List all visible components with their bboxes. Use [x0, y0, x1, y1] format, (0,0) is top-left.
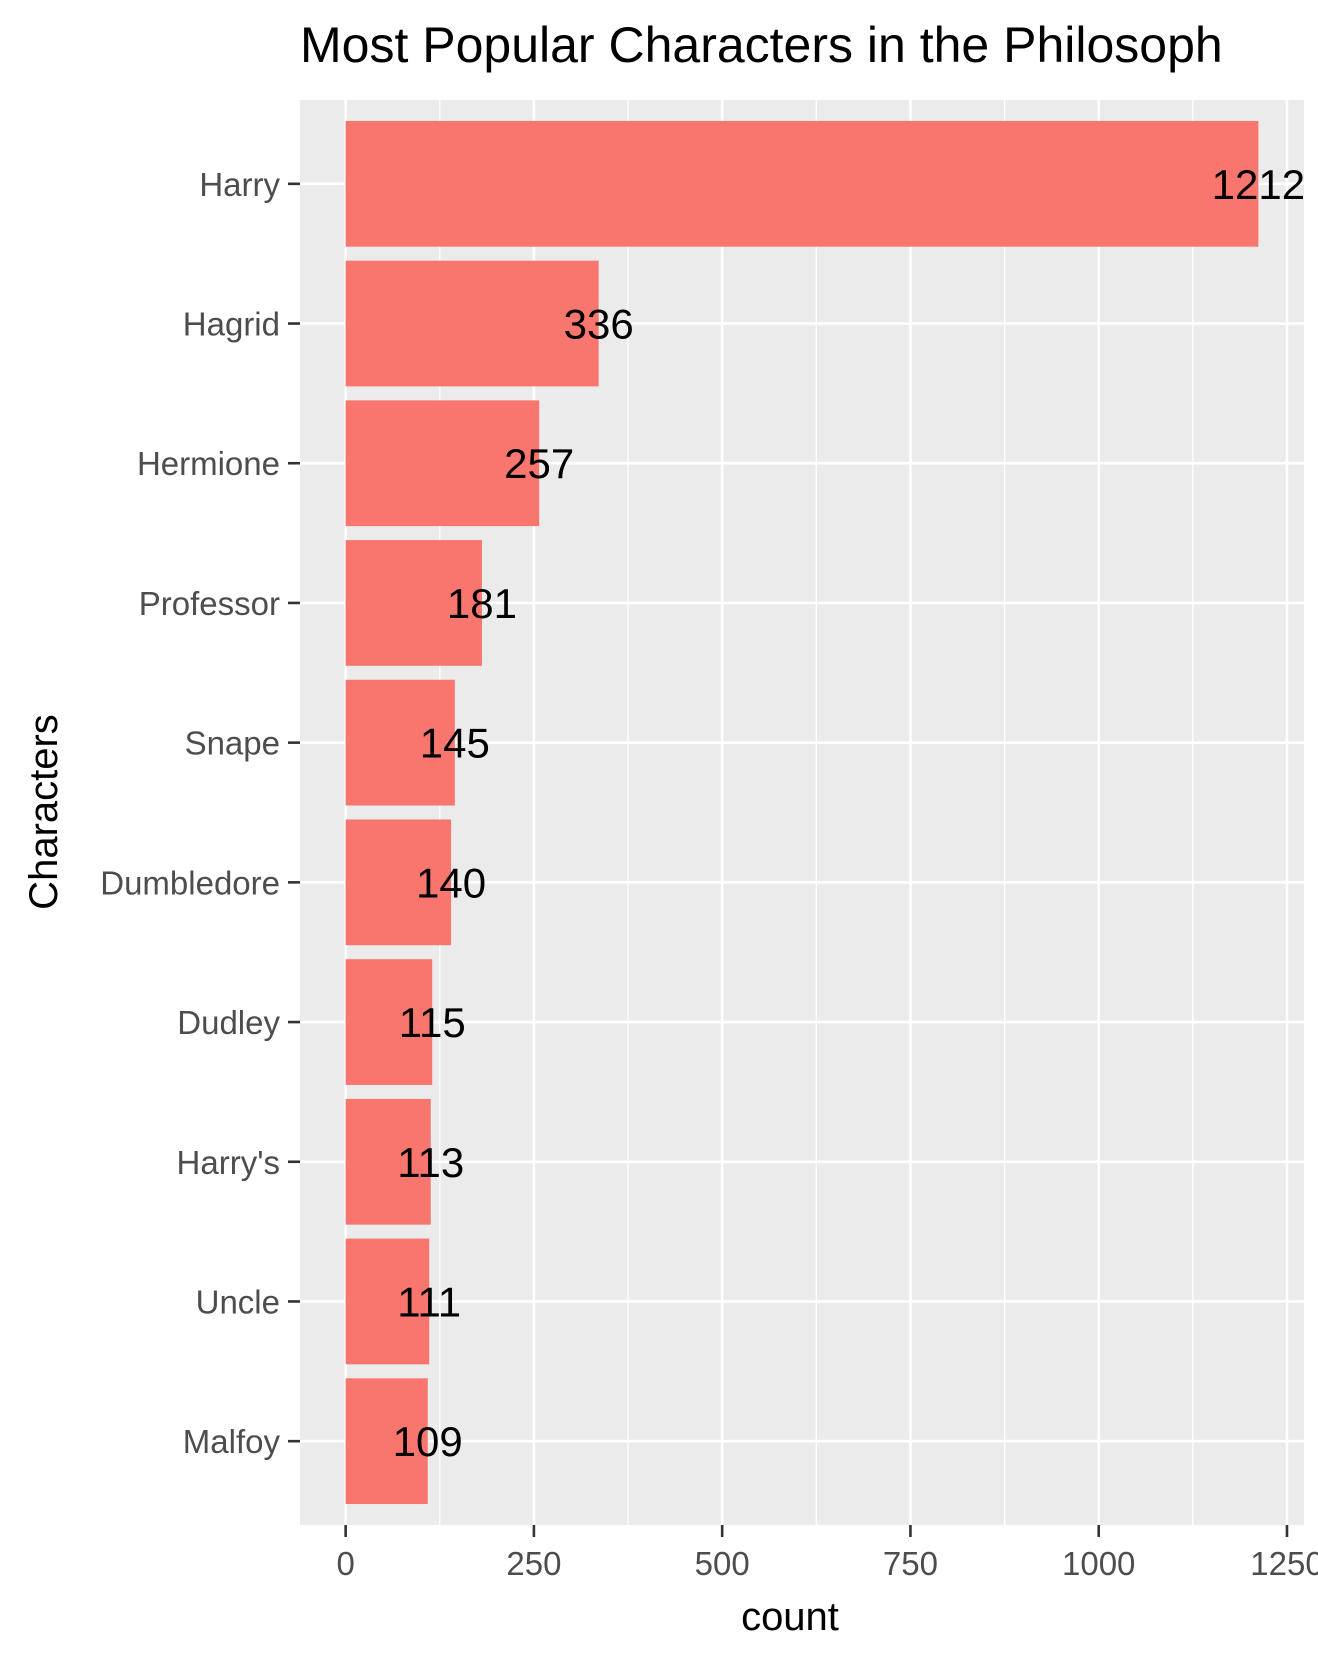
- bar-value-label: 145: [420, 720, 490, 767]
- y-tick-label: Dudley: [177, 1004, 280, 1041]
- x-tick-label: 500: [695, 1545, 750, 1582]
- x-tick-label: 750: [883, 1545, 938, 1582]
- bar-value-label: 336: [564, 301, 634, 348]
- y-tick-label: Hermione: [137, 445, 280, 482]
- bar: [345, 1378, 428, 1505]
- bar-value-label: 181: [447, 580, 517, 627]
- y-tick-label: Harry: [199, 166, 280, 203]
- x-tick-label: 1250: [1250, 1545, 1318, 1582]
- bar-value-label: 115: [399, 999, 466, 1046]
- y-axis-title: Characters: [22, 714, 66, 910]
- x-axis: 0 250 500 750 1000 1250: [336, 1525, 1318, 1582]
- bar: [345, 959, 433, 1085]
- y-tick-label: Uncle: [196, 1283, 280, 1320]
- bar-value-label: 140: [416, 859, 486, 906]
- y-tick-label: Snape: [185, 725, 280, 762]
- y-tick-label: Hagrid: [183, 306, 280, 343]
- bar: [345, 819, 452, 946]
- x-tick-label: 250: [506, 1545, 561, 1582]
- y-axis: Harry Hagrid Hermione Professor Snape Dumbled…: [100, 166, 300, 1460]
- bar-value-label: 113: [397, 1139, 464, 1186]
- bar: [345, 1238, 430, 1365]
- bar: [345, 260, 599, 387]
- bar: [345, 120, 1259, 247]
- y-tick-label: Dumbledore: [100, 864, 280, 901]
- bar-value-label: 111: [397, 1278, 461, 1325]
- y-tick-label: Malfoy: [183, 1423, 281, 1460]
- data-labels: 1212 336 257 181 145 140 115 113 111 109: [393, 161, 1305, 1465]
- bar: [345, 540, 482, 666]
- y-tick-label: Harry's: [177, 1144, 280, 1181]
- bar: [345, 679, 455, 806]
- x-tick-label: 0: [336, 1545, 354, 1582]
- y-tick-label: Professor: [139, 585, 280, 622]
- bar: [345, 1098, 431, 1225]
- x-axis-title: count: [741, 1595, 839, 1639]
- bar: [345, 400, 540, 527]
- bar-value-label: 257: [504, 440, 574, 487]
- bars: [345, 120, 1259, 1505]
- grid-lines: [300, 100, 1304, 1525]
- bar-value-label: 1212: [1212, 161, 1305, 208]
- chart-title: Most Popular Characters in the Philosoph: [300, 17, 1223, 73]
- bar-value-label: 109: [393, 1418, 463, 1465]
- x-tick-label: 1000: [1062, 1545, 1135, 1582]
